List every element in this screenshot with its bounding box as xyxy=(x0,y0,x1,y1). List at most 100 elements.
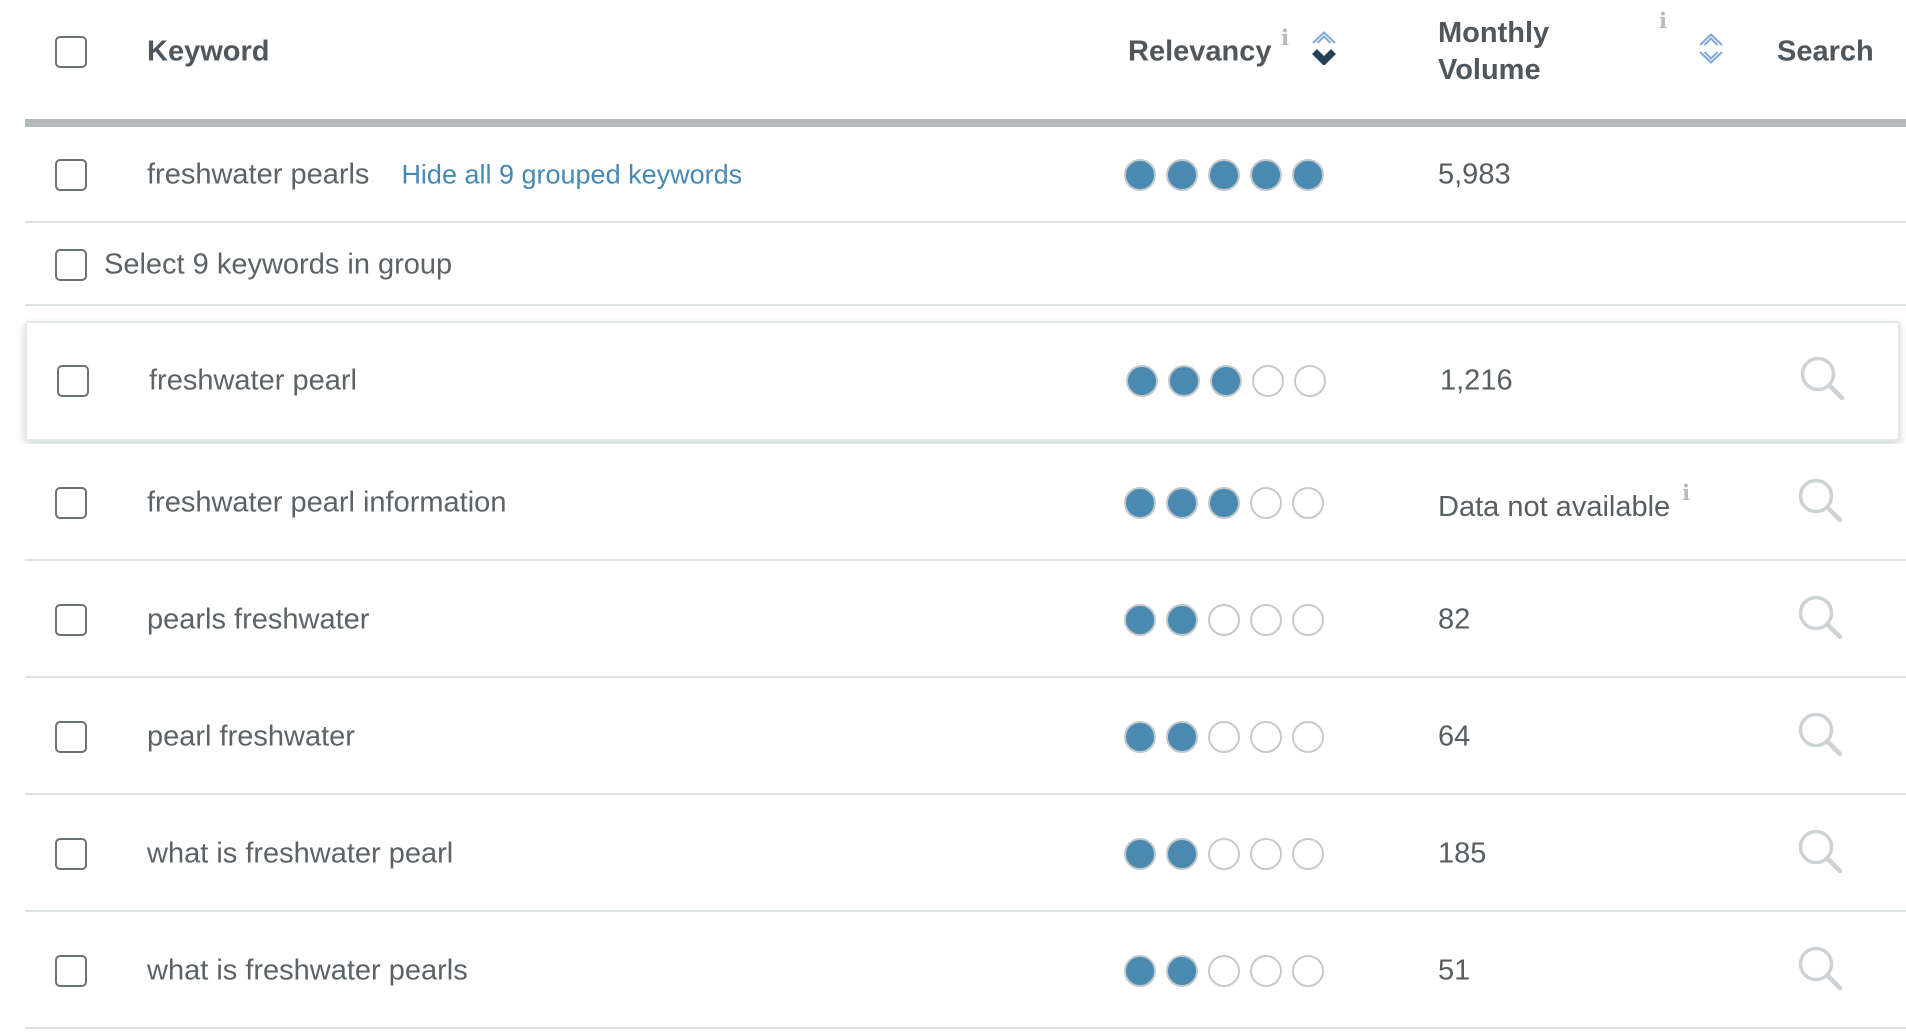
relevancy-dots xyxy=(1124,603,1324,636)
relevancy-dot-empty xyxy=(1292,837,1324,870)
monthly-volume-value: 64 xyxy=(1438,720,1471,752)
relevancy-dots xyxy=(1124,954,1324,987)
row-checkbox[interactable] xyxy=(57,365,89,397)
info-icon[interactable]: i xyxy=(1682,479,1691,505)
relevancy-dot-filled xyxy=(1124,486,1156,519)
keyword-row: freshwater pearl 1,216 xyxy=(27,323,1898,439)
relevancy-dot-filled xyxy=(1208,486,1240,519)
hide-grouped-keywords-link[interactable]: Hide all 9 grouped keywords xyxy=(401,159,743,190)
relevancy-dot-empty xyxy=(1292,720,1324,753)
relevancy-dot-empty xyxy=(1252,365,1284,397)
magnifier-icon xyxy=(1798,712,1843,756)
relevancy-dot-empty xyxy=(1250,720,1282,753)
row-checkbox[interactable] xyxy=(55,486,87,519)
grouped-keyword-rows: freshwater pearl information Data not av… xyxy=(0,444,1906,1029)
row-checkbox[interactable] xyxy=(55,954,87,987)
search-icon-button[interactable] xyxy=(1794,827,1848,881)
monthly-volume-value: Data not available i xyxy=(1438,479,1691,523)
sort-asc-icon xyxy=(1699,33,1723,46)
relevancy-dots xyxy=(1124,837,1324,870)
monthly-volume-value: 1,216 xyxy=(1440,364,1513,397)
relevancy-dot-filled xyxy=(1166,720,1198,753)
keyword-text: what is freshwater pearls xyxy=(147,954,468,986)
relevancy-dot-filled xyxy=(1124,159,1156,191)
magnifier-icon xyxy=(1798,595,1843,639)
relevancy-sort-control[interactable] xyxy=(1311,30,1337,65)
parent-keyword-row: freshwater pearls Hide all 9 grouped key… xyxy=(0,127,1906,223)
relevancy-dot-filled xyxy=(1208,159,1240,191)
keyword-text: what is freshwater pearl xyxy=(147,837,454,869)
keyword-text: freshwater pearls xyxy=(147,158,370,191)
relevancy-dots xyxy=(1124,720,1324,753)
search-icon-button[interactable] xyxy=(1794,944,1848,998)
relevancy-info-icon[interactable]: i xyxy=(1281,25,1289,50)
sort-asc-icon xyxy=(1312,31,1336,44)
select-all-checkbox[interactable] xyxy=(55,36,87,68)
row-checkbox[interactable] xyxy=(55,603,87,636)
column-header-search: Search xyxy=(1777,35,1874,68)
monthly-volume-value: 82 xyxy=(1438,603,1471,635)
grouped-keyword-box: freshwater pearl 1,216 xyxy=(25,321,1900,441)
relevancy-dot-empty xyxy=(1208,603,1240,636)
group-select-row: Select 9 keywords in group xyxy=(0,223,1906,306)
keyword-row: pearls freshwater 82 xyxy=(0,561,1906,678)
keyword-row: what is freshwater pearl 185 xyxy=(0,795,1906,912)
monthly-volume-sort-control[interactable] xyxy=(1698,32,1724,65)
column-header-monthly-volume[interactable]: Monthly Volume xyxy=(1438,17,1550,86)
keyword-text: freshwater pearl information xyxy=(147,486,507,518)
relevancy-dots xyxy=(1124,486,1324,519)
header-divider xyxy=(25,119,1906,127)
sort-desc-icon xyxy=(1699,51,1723,64)
relevancy-dot-empty xyxy=(1250,603,1282,636)
keyword-row: pearl freshwater 64 xyxy=(0,678,1906,795)
monthly-volume-info-icon[interactable]: i xyxy=(1659,8,1667,33)
magnifier-icon xyxy=(1798,829,1843,873)
magnifier-icon xyxy=(1800,356,1845,401)
relevancy-dot-filled xyxy=(1124,837,1156,870)
search-icon-button[interactable] xyxy=(1796,354,1850,408)
select-group-label: Select 9 keywords in group xyxy=(104,248,453,280)
table-header-row: Keyword Relevancy i Monthly Volume i S xyxy=(0,0,1906,119)
relevancy-dot-empty xyxy=(1294,365,1326,397)
relevancy-dot-empty xyxy=(1250,954,1282,987)
row-checkbox[interactable] xyxy=(55,837,87,870)
magnifier-icon xyxy=(1798,478,1843,522)
magnifier-icon xyxy=(1798,946,1843,990)
relevancy-dot-filled xyxy=(1166,837,1198,870)
relevancy-dot-filled xyxy=(1292,159,1324,191)
relevancy-dots xyxy=(1126,365,1326,397)
relevancy-dot-empty xyxy=(1208,954,1240,987)
relevancy-dot-empty xyxy=(1250,837,1282,870)
relevancy-dot-filled xyxy=(1166,954,1198,987)
keyword-text: pearl freshwater xyxy=(147,720,355,752)
relevancy-dot-filled xyxy=(1124,954,1156,987)
keyword-row: freshwater pearl information Data not av… xyxy=(0,444,1906,561)
relevancy-dot-filled xyxy=(1166,159,1198,191)
relevancy-dot-empty xyxy=(1208,720,1240,753)
column-header-relevancy[interactable]: Relevancy xyxy=(1128,35,1272,68)
relevancy-dot-empty xyxy=(1292,954,1324,987)
row-checkbox[interactable] xyxy=(55,159,87,191)
relevancy-dot-filled xyxy=(1210,365,1242,397)
keyword-text: pearls freshwater xyxy=(147,603,370,635)
relevancy-dot-filled xyxy=(1250,159,1282,191)
relevancy-dot-filled xyxy=(1168,365,1200,397)
monthly-volume-value: 185 xyxy=(1438,837,1487,869)
relevancy-dot-empty xyxy=(1292,603,1324,636)
column-header-keyword: Keyword xyxy=(147,35,270,68)
monthly-volume-value: 5,983 xyxy=(1438,158,1511,191)
relevancy-dot-empty xyxy=(1250,486,1282,519)
select-group-checkbox[interactable] xyxy=(55,248,87,281)
search-icon-button[interactable] xyxy=(1794,476,1848,530)
keyword-text: freshwater pearl xyxy=(149,364,357,397)
keyword-row: what is freshwater pearls 51 xyxy=(0,912,1906,1029)
sort-desc-active-icon xyxy=(1312,49,1336,65)
relevancy-dot-filled xyxy=(1126,365,1158,397)
relevancy-dot-filled xyxy=(1166,486,1198,519)
search-icon-button[interactable] xyxy=(1794,710,1848,764)
relevancy-dot-filled xyxy=(1124,720,1156,753)
monthly-volume-value: 51 xyxy=(1438,954,1471,986)
row-checkbox[interactable] xyxy=(55,720,87,753)
search-icon-button[interactable] xyxy=(1794,593,1848,647)
